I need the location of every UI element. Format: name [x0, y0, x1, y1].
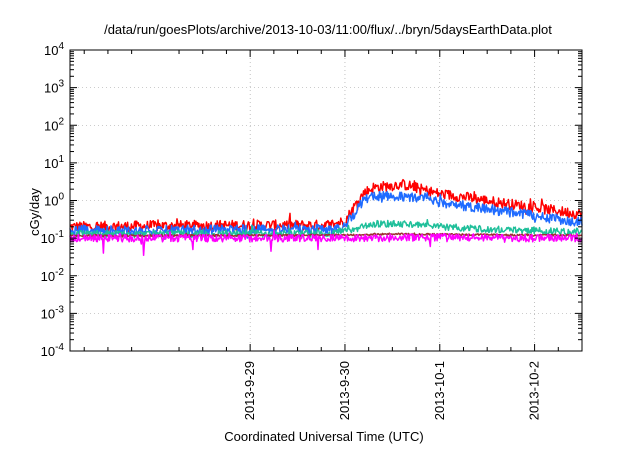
- x-tick-label: 2013-9-29: [242, 361, 257, 420]
- chart-title: /data/run/goesPlots/archive/2013-10-03/1…: [104, 22, 552, 37]
- y-tick-label: 101: [44, 154, 64, 171]
- y-tick-label: 100: [44, 192, 64, 209]
- ticks: 10-4 10-3 10-2 10-1 100 101 102 103 104 2013-9-29…: [41, 41, 583, 420]
- series-line: [69, 218, 583, 241]
- y-tick-label: 104: [44, 41, 64, 58]
- y-tick-label: 10-1: [41, 229, 65, 246]
- y-axis-label: cGy/day: [27, 188, 42, 236]
- y-tick-label: 10-2: [41, 267, 65, 284]
- y-tick-label: 10-4: [41, 342, 65, 359]
- y-tick-label: 10-3: [41, 304, 65, 321]
- x-axis-label: Coordinated Universal Time (UTC): [224, 429, 423, 444]
- x-tick-label: 2013-10-2: [527, 361, 542, 420]
- grid: [70, 49, 582, 352]
- series-group: [69, 178, 583, 257]
- y-tick-label: 102: [44, 116, 64, 133]
- x-tick-label: 2013-9-30: [337, 361, 352, 420]
- x-tick-label: 2013-10-1: [432, 361, 447, 420]
- series-line: [69, 178, 583, 233]
- series-line: [69, 229, 583, 257]
- y-tick-label: 103: [44, 79, 64, 96]
